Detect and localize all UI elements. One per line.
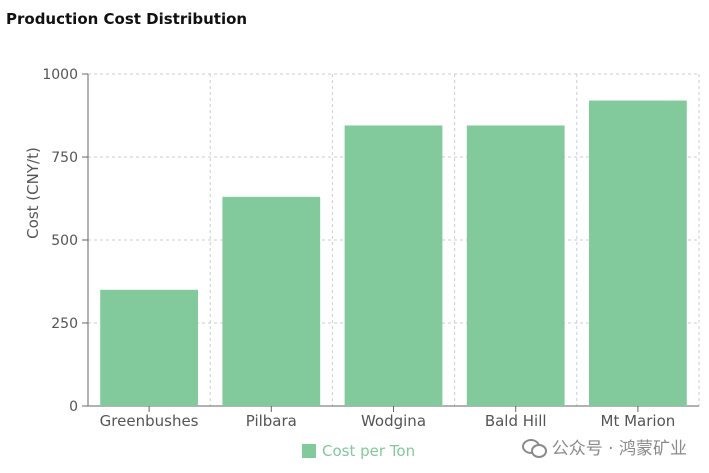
bar-bald-hill[interactable] <box>466 125 565 407</box>
x-tick-label: Wodgina <box>361 412 426 430</box>
y-tick-label: 1000 <box>42 67 78 83</box>
y-axis-label: Cost (CNY/t) <box>24 147 42 239</box>
y-tick-label: 0 <box>69 399 78 415</box>
grid <box>88 73 700 406</box>
y-tick-labels: 0 250 500 750 1000 <box>42 67 78 415</box>
x-tick-label: Mt Marion <box>601 412 676 430</box>
legend-label: Cost per Ton <box>322 442 415 460</box>
y-tick-label: 250 <box>51 316 78 332</box>
bars <box>100 100 687 407</box>
bar-greenbushes[interactable] <box>100 289 198 406</box>
bar-wodgina[interactable] <box>344 125 443 407</box>
wechat-icon <box>521 437 547 458</box>
legend[interactable]: Cost per Ton <box>302 442 415 460</box>
legend-swatch <box>302 444 316 458</box>
chart-title: Production Cost Distribution <box>6 10 248 28</box>
watermark: 公众号 · 鸿蒙矿业 <box>521 434 687 459</box>
bar-mt-marion[interactable] <box>589 100 687 406</box>
y-tick-label: 750 <box>51 150 78 166</box>
watermark-text: 公众号 · 鸿蒙矿业 <box>551 439 687 459</box>
y-tick-label: 500 <box>51 233 78 249</box>
x-tick-label: Bald Hill <box>485 412 547 430</box>
x-tick-label: Pilbara <box>246 412 297 430</box>
x-tick-labels: Greenbushes Pilbara Wodgina Bald Hill Mt Mar… <box>100 412 676 430</box>
bar-pilbara[interactable] <box>222 196 321 406</box>
x-tick-label: Greenbushes <box>100 412 199 430</box>
